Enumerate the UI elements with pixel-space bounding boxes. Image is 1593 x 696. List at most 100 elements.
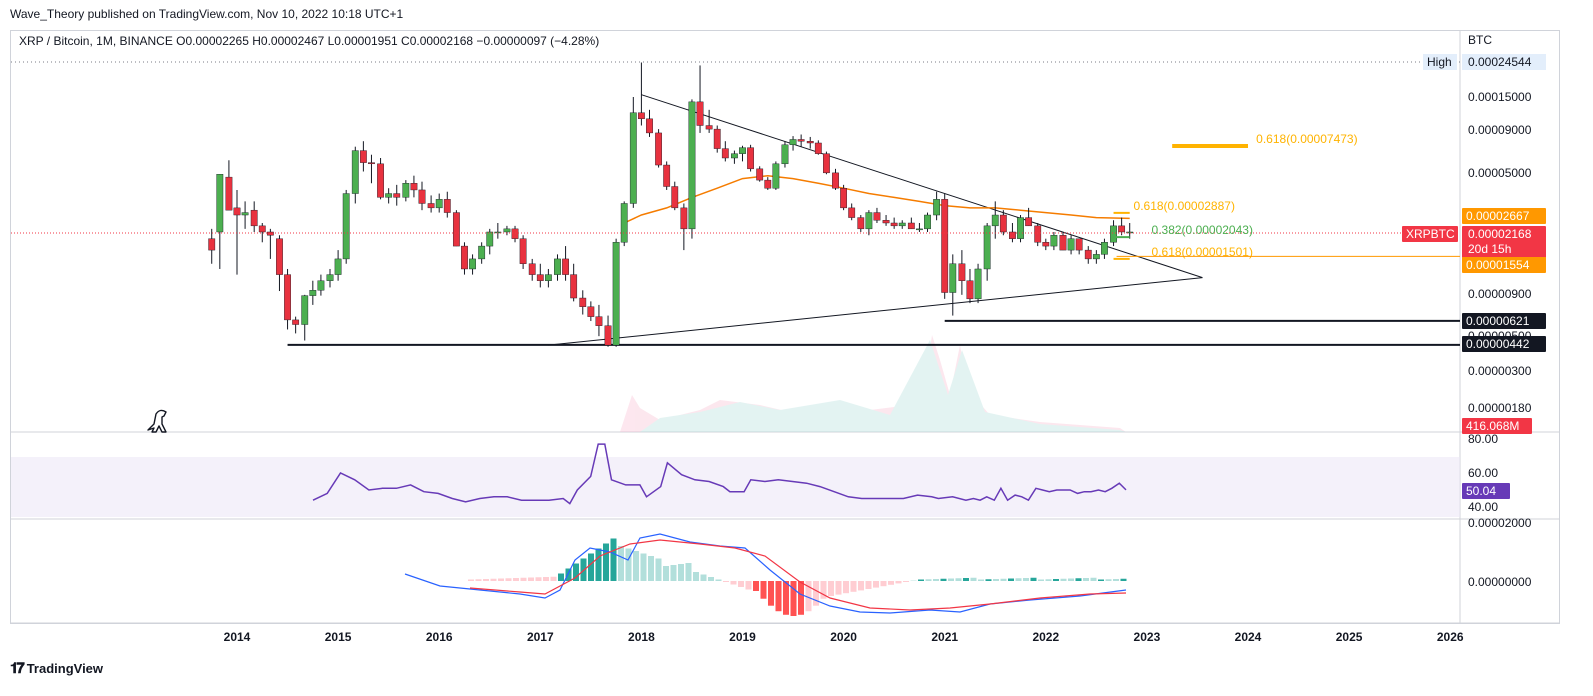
candle[interactable]: [402, 180, 410, 202]
candle[interactable]: [1034, 222, 1042, 247]
candle[interactable]: [393, 184, 401, 206]
candle[interactable]: [999, 210, 1007, 236]
candle[interactable]: [898, 220, 906, 229]
candle[interactable]: [334, 250, 342, 281]
rsi-value-badge[interactable]: 50.04: [1462, 483, 1510, 499]
candle[interactable]: [705, 109, 713, 133]
candle[interactable]: [873, 207, 881, 223]
candle[interactable]: [966, 268, 974, 304]
trendline[interactable]: [548, 277, 1203, 346]
candle[interactable]: [848, 203, 856, 221]
candle[interactable]: [385, 188, 393, 204]
candle[interactable]: [713, 125, 721, 153]
ema-line[interactable]: [623, 174, 1130, 224]
candle[interactable]: [1067, 235, 1075, 255]
candle[interactable]: [655, 129, 662, 168]
candle[interactable]: [941, 193, 949, 299]
candle[interactable]: [461, 242, 468, 275]
candle[interactable]: [410, 175, 418, 198]
candle[interactable]: [857, 215, 865, 232]
candle[interactable]: [503, 225, 511, 236]
candle[interactable]: [789, 136, 797, 151]
candle[interactable]: [301, 294, 309, 341]
candle[interactable]: [1084, 246, 1092, 264]
ema-price-badge[interactable]: 0.00002667: [1462, 208, 1546, 224]
candle[interactable]: [1017, 215, 1024, 243]
candle[interactable]: [233, 189, 241, 275]
symbol-tag[interactable]: XRPBTC: [1402, 226, 1458, 242]
candle[interactable]: [418, 181, 426, 211]
candle[interactable]: [309, 280, 317, 305]
candle[interactable]: [1075, 238, 1083, 255]
candle[interactable]: [528, 258, 536, 281]
candle[interactable]: [620, 201, 628, 247]
candle[interactable]: [579, 290, 587, 315]
candle[interactable]: [974, 263, 982, 304]
candle[interactable]: [688, 99, 696, 239]
candle[interactable]: [721, 141, 729, 162]
candle[interactable]: [949, 254, 957, 316]
candle[interactable]: [587, 301, 595, 322]
candle[interactable]: [629, 97, 637, 208]
candle[interactable]: [494, 222, 502, 239]
candle[interactable]: [756, 166, 764, 182]
candle[interactable]: [469, 254, 476, 275]
candle[interactable]: [342, 189, 350, 264]
candle[interactable]: [646, 109, 653, 137]
candle[interactable]: [1126, 222, 1134, 239]
candle[interactable]: [359, 141, 367, 172]
candle[interactable]: [562, 246, 569, 281]
candle[interactable]: [612, 238, 620, 347]
candle[interactable]: [266, 228, 274, 259]
candle[interactable]: [638, 62, 645, 126]
candle[interactable]: [671, 181, 679, 211]
candle[interactable]: [544, 268, 552, 288]
candle[interactable]: [806, 136, 814, 149]
candle[interactable]: [865, 210, 873, 236]
candle[interactable]: [292, 316, 300, 334]
candle[interactable]: [907, 217, 915, 230]
fib-price-badge[interactable]: 0.00001554: [1462, 257, 1546, 273]
candle[interactable]: [519, 235, 527, 269]
candle[interactable]: [368, 154, 375, 184]
volume-badge[interactable]: 416.068M: [1462, 418, 1532, 434]
rsi-line[interactable]: [312, 443, 1127, 505]
candle[interactable]: [663, 161, 671, 190]
signal-line[interactable]: [469, 539, 1127, 611]
candle[interactable]: [595, 304, 603, 337]
candle[interactable]: [680, 203, 688, 251]
candle[interactable]: [317, 274, 325, 296]
candle[interactable]: [882, 215, 890, 226]
candle[interactable]: [832, 168, 839, 190]
candle[interactable]: [250, 201, 258, 232]
candle[interactable]: [983, 222, 991, 281]
last-price-badge[interactable]: [1462, 226, 1546, 258]
candle[interactable]: [1110, 220, 1117, 247]
trendline[interactable]: [641, 94, 1203, 279]
candle[interactable]: [933, 191, 941, 221]
candle[interactable]: [554, 254, 561, 281]
candle[interactable]: [739, 145, 746, 162]
candle[interactable]: [840, 184, 848, 211]
candle[interactable]: [326, 268, 334, 288]
candle[interactable]: [814, 140, 822, 155]
candle[interactable]: [216, 174, 224, 269]
candle[interactable]: [890, 217, 898, 229]
candle[interactable]: [1025, 207, 1033, 227]
candle[interactable]: [1050, 231, 1058, 251]
candle[interactable]: [452, 210, 460, 247]
candle[interactable]: [284, 268, 291, 330]
candle[interactable]: [823, 151, 830, 175]
candle[interactable]: [427, 195, 435, 213]
candle[interactable]: [511, 225, 519, 243]
candle[interactable]: [924, 212, 931, 232]
candle[interactable]: [208, 228, 216, 264]
candle[interactable]: [958, 250, 966, 295]
candle[interactable]: [781, 141, 789, 168]
candle[interactable]: [1009, 222, 1016, 243]
candle[interactable]: [1059, 231, 1067, 251]
candle[interactable]: [764, 177, 772, 190]
candle[interactable]: [486, 228, 494, 255]
candle[interactable]: [1118, 217, 1126, 236]
